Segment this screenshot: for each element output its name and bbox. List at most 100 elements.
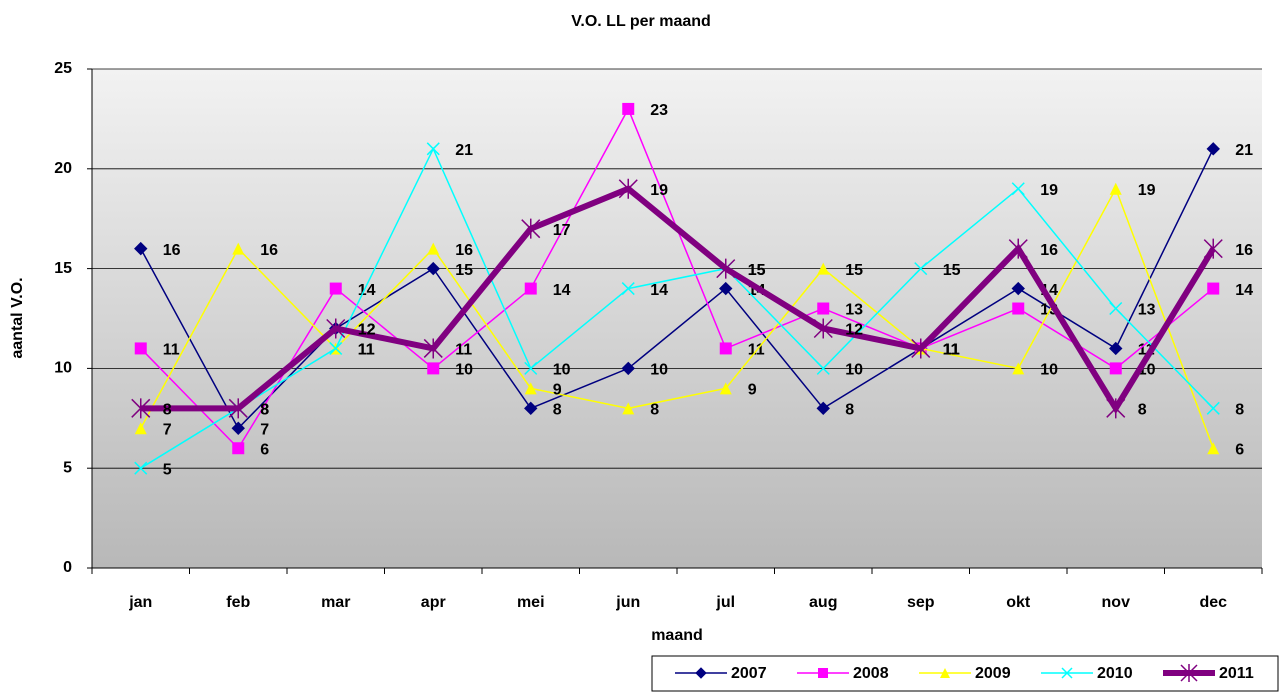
plot-area: [92, 69, 1262, 568]
data-label: 8: [260, 402, 269, 419]
marker: [618, 178, 638, 199]
chart-title: V.O. LL per maand: [571, 13, 711, 30]
data-label: 13: [1138, 302, 1156, 319]
marker: [524, 282, 537, 295]
x-axis-label: maand: [651, 627, 703, 644]
data-label: 16: [1235, 242, 1253, 259]
legend-label: 2009: [975, 665, 1011, 682]
data-label: 21: [455, 142, 473, 159]
x-tick-label: sep: [907, 594, 935, 611]
data-label: 11: [163, 342, 180, 359]
data-label: 11: [358, 342, 375, 359]
marker: [427, 242, 440, 255]
data-label: 10: [845, 362, 863, 379]
marker: [716, 258, 736, 279]
data-label: 12: [845, 322, 863, 339]
legend-label: 2008: [853, 665, 889, 682]
marker: [719, 281, 733, 296]
x-tick-label: feb: [226, 594, 250, 611]
marker: [1203, 238, 1223, 259]
data-label: 10: [455, 362, 473, 379]
data-label: 6: [1235, 441, 1244, 458]
marker: [1008, 238, 1028, 259]
y-axis-label: aantal V.O.: [9, 277, 26, 358]
data-label: 19: [650, 182, 668, 199]
data-label: 7: [163, 421, 172, 438]
marker: [1106, 398, 1126, 419]
data-label: 16: [455, 242, 473, 259]
marker: [326, 318, 346, 339]
marker: [816, 401, 830, 416]
data-label: 15: [943, 262, 961, 279]
marker: [329, 282, 342, 295]
data-label: 19: [1138, 182, 1156, 199]
y-tick-label: 0: [63, 559, 72, 576]
marker: [426, 261, 440, 276]
data-label: 14: [553, 282, 571, 299]
data-label: 15: [455, 262, 473, 279]
data-label: 23: [650, 102, 668, 119]
marker: [134, 342, 147, 355]
marker: [1180, 664, 1198, 682]
marker: [232, 242, 245, 255]
marker: [816, 361, 830, 375]
data-label: 15: [748, 262, 766, 279]
marker: [1206, 142, 1220, 156]
marker: [524, 361, 538, 375]
data-label: 8: [650, 402, 659, 419]
marker: [621, 282, 635, 296]
data-label: 12: [358, 322, 376, 339]
data-label: 13: [845, 302, 863, 319]
data-label: 11: [358, 342, 375, 359]
x-tick-label: aug: [809, 594, 837, 611]
marker: [131, 398, 151, 419]
data-label: 14: [1235, 282, 1253, 299]
x-tick-label: jan: [128, 594, 152, 611]
data-label: 7: [260, 421, 269, 438]
marker: [329, 341, 343, 355]
marker: [427, 362, 440, 375]
data-label: 5: [163, 461, 172, 478]
marker: [426, 142, 440, 156]
legend-label: 2010: [1097, 665, 1133, 682]
marker: [228, 398, 248, 419]
data-label: 6: [260, 441, 269, 458]
data-label: 16: [260, 242, 278, 259]
data-label: 8: [163, 402, 172, 419]
marker: [719, 342, 732, 355]
y-tick-label: 25: [54, 60, 72, 77]
marker: [134, 461, 148, 475]
x-tick-label: jul: [715, 594, 735, 611]
y-tick-label: 10: [54, 360, 72, 377]
legend-label: 2007: [731, 665, 767, 682]
data-label: 15: [845, 262, 863, 279]
x-tick-label: dec: [1199, 594, 1227, 611]
marker: [521, 218, 541, 239]
series-line: [140, 186, 1214, 449]
marker: [719, 382, 732, 395]
marker: [622, 102, 635, 115]
marker: [817, 262, 830, 275]
marker: [1206, 401, 1220, 415]
marker: [232, 442, 245, 455]
marker: [1012, 362, 1025, 375]
marker: [818, 668, 828, 678]
data-label: 8: [260, 402, 269, 419]
data-label: 11: [943, 342, 960, 359]
data-label: 11: [943, 342, 960, 359]
marker: [1012, 302, 1025, 315]
marker: [524, 401, 538, 416]
data-label: 8: [845, 402, 854, 419]
y-tick-label: 20: [54, 160, 72, 177]
marker: [622, 402, 635, 415]
data-label: 16: [163, 242, 181, 259]
data-label: 8: [1138, 402, 1147, 419]
marker: [1011, 182, 1025, 196]
data-label: 9: [748, 382, 757, 399]
marker: [524, 382, 537, 395]
marker: [1207, 442, 1220, 455]
marker: [1109, 182, 1122, 195]
marker: [134, 422, 147, 435]
data-label: 10: [553, 362, 571, 379]
series-line: [140, 147, 1214, 469]
